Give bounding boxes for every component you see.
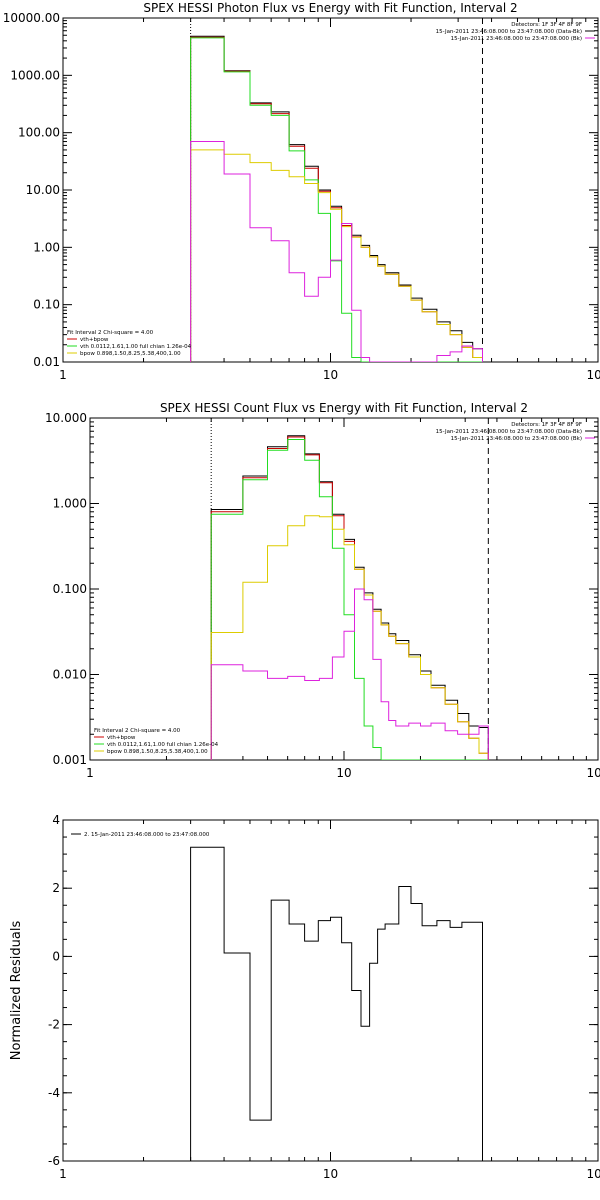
chart-panel-3: 1 10 100 -6 -4 -2 0 2 4 Normalized Residuals 2. 15… — [9, 813, 600, 1181]
x-tick-label: 1 — [59, 368, 67, 382]
y-tick-label: 0.100 — [53, 582, 87, 596]
series-group — [190, 35, 483, 362]
fit-legend-label: bpow 0.898,1.50,8.25,5.38,400,1.00 — [80, 351, 181, 357]
fit-legend-label: vth+bpow — [107, 735, 136, 741]
series-magenta — [210, 588, 489, 760]
y-tick-label: 0.01 — [33, 355, 60, 369]
y-tick-label: 100.00 — [18, 126, 60, 140]
series-black — [210, 435, 489, 760]
chart-title: SPEX HESSI Count Flux vs Energy with Fit… — [160, 401, 528, 415]
plot-frame — [62, 819, 599, 1162]
series-yellow — [210, 515, 489, 760]
x-tick-label: 10 — [336, 766, 351, 780]
series-magenta — [190, 141, 483, 362]
fit-legend-label: vth+bpow — [80, 337, 109, 343]
y-tick-label: 1000.00 — [10, 68, 60, 82]
series-red — [210, 436, 489, 760]
x-tick-label: 1 — [86, 766, 94, 780]
fit-legend-label: bpow 0.898,1.50,8.25,5.38,400,1.00 — [107, 749, 208, 755]
fit-legend-label: vth 0.0112,1.61,1.00 full chian 1.26e-04 — [80, 344, 192, 350]
y-tick-label: 10.00 — [26, 183, 60, 197]
y-tick-label: 1.000 — [53, 497, 87, 511]
y-tick-label: 1.00 — [33, 240, 60, 254]
y-tick-label: 10000.00 — [3, 11, 60, 25]
info-line: 15-Jan-2011 23:46:08.000 to 23:47:08.000… — [436, 429, 582, 435]
x-tick-label: 1 — [59, 1167, 67, 1181]
x-tick-label: 100 — [587, 1167, 600, 1181]
series-yellow — [190, 149, 483, 362]
y-tick-label: -4 — [48, 1086, 60, 1100]
y-tick-label: 2 — [52, 881, 60, 895]
series-red — [190, 36, 483, 362]
y-tick-label: 4 — [52, 813, 60, 827]
info-line: Detectors: 1F 3F 4F 8F 9F — [511, 22, 582, 28]
fit-legend-label: vth 0.0112,1.61,1.00 full chian 1.26e-04 — [107, 742, 219, 748]
info-line: 15-Jan-2011 23:46:08.000 to 23:47:08.000… — [451, 36, 582, 42]
chart-title: SPEX HESSI Photon Flux vs Energy with Fi… — [143, 1, 517, 15]
y-tick-label: 0 — [52, 949, 60, 963]
y-tick-label: 10.000 — [45, 411, 87, 425]
series-group — [190, 846, 483, 1161]
series-green — [210, 439, 489, 760]
series-group — [210, 435, 489, 760]
info-line: Detectors: 1F 3F 4F 8F 9F — [511, 422, 582, 428]
x-tick-label: 10 — [323, 368, 338, 382]
fit-legend-header: Fit Interval 2 Chi-square = 4.00 — [94, 728, 181, 734]
legend-label: 2. 15-Jan-2011 23:46:08.000 to 23:47:08.… — [84, 832, 210, 838]
info-line: 15-Jan-2011 23:46:08.000 to 23:47:08.000… — [436, 29, 582, 35]
y-tick-label: 0.010 — [53, 668, 87, 682]
x-tick-label: 10 — [323, 1167, 338, 1181]
y-tick-label: 0.001 — [53, 753, 87, 767]
x-tick-label: 100 — [587, 766, 600, 780]
info-line: 15-Jan-2011 23:46:08.000 to 23:47:08.000… — [451, 436, 582, 442]
y-tick-label: -2 — [48, 1018, 60, 1032]
fit-legend-header: Fit Interval 2 Chi-square = 4.00 — [67, 330, 154, 336]
y-tick-label: -6 — [48, 1154, 60, 1168]
chart-panel-2: SPEX HESSI Count Flux vs Energy with Fit… — [45, 401, 600, 780]
y-tick-label: 0.10 — [33, 298, 60, 312]
y-axis-label: Normalized Residuals — [9, 921, 24, 1061]
series-black — [190, 35, 483, 362]
series-green — [190, 37, 483, 362]
series-black — [190, 846, 483, 1161]
chart-panel-1: SPEX HESSI Photon Flux vs Energy with Fi… — [3, 1, 600, 382]
x-tick-label: 100 — [587, 368, 600, 382]
